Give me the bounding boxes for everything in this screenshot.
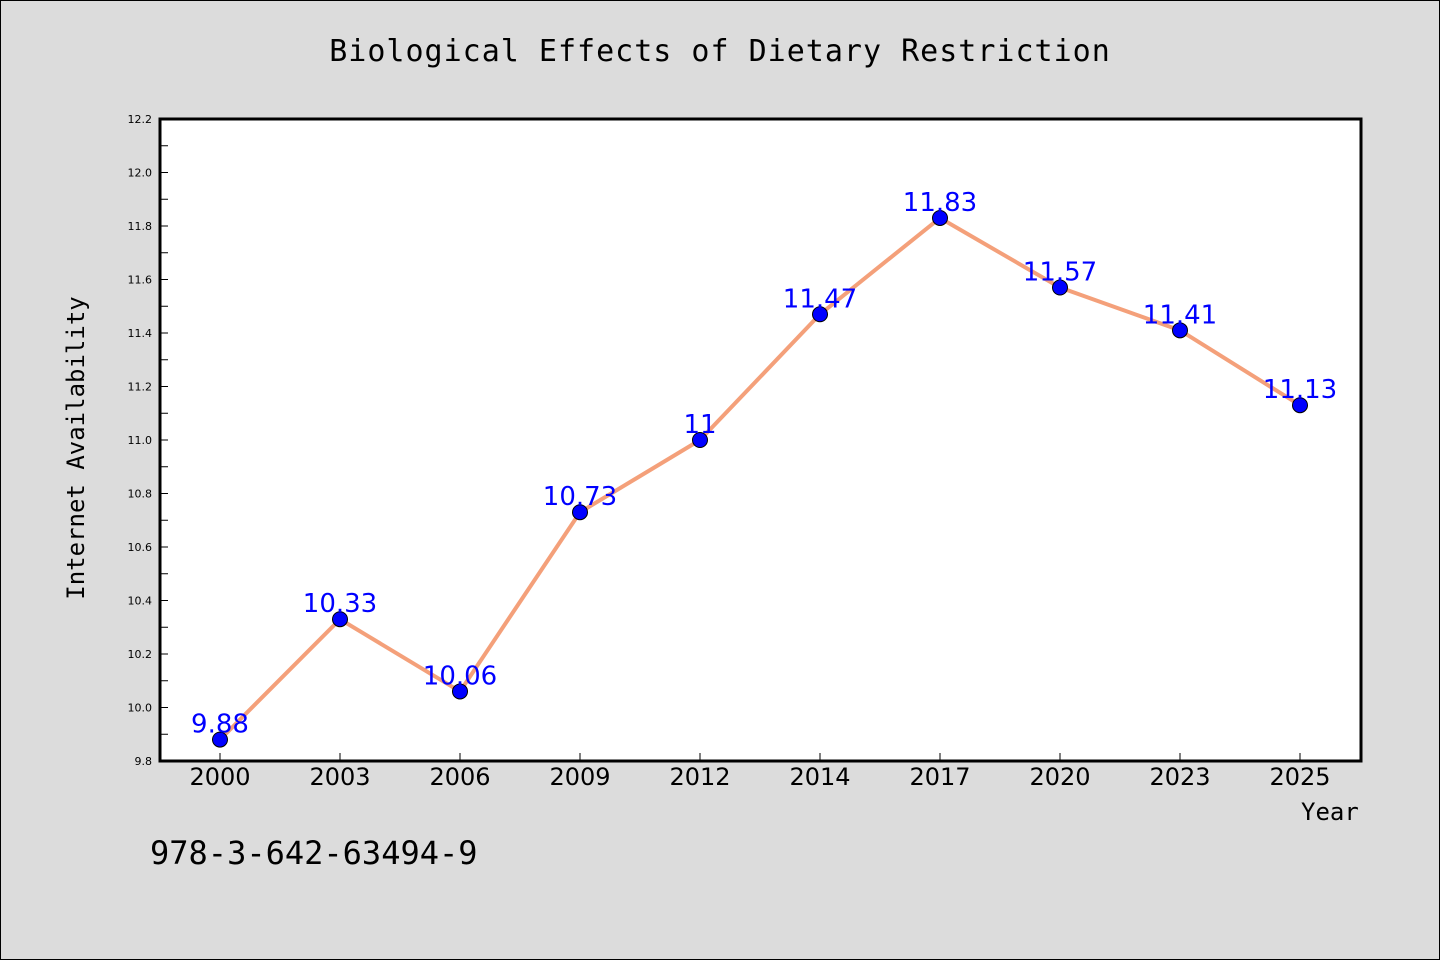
data-label: 9.88 (191, 710, 249, 740)
x-axis-label: Year (1301, 798, 1359, 826)
y-tick-label: 10.4 (128, 595, 153, 608)
x-tick-label: 2020 (1029, 763, 1090, 791)
x-tick-label: 2023 (1149, 763, 1210, 791)
data-label: 10.33 (303, 589, 377, 619)
data-label: 10.73 (543, 482, 617, 512)
data-label: 11.41 (1143, 300, 1217, 330)
y-tick-label: 10.8 (128, 488, 153, 501)
series-line (218, 215, 1302, 742)
data-label: 11.47 (783, 284, 857, 314)
data-point (932, 209, 948, 226)
data-point (692, 432, 708, 448)
data-point (212, 731, 228, 748)
y-tick-label: 11.4 (128, 327, 153, 340)
y-tick-label: 10.0 (128, 702, 153, 715)
data-point (572, 504, 588, 521)
data-point (1172, 322, 1188, 339)
data-point (452, 683, 468, 700)
data-label: 10.06 (423, 661, 497, 691)
y-tick-label: 12.0 (128, 167, 153, 180)
y-tick-label: 10.2 (128, 648, 153, 661)
data-label: 11.13 (1263, 375, 1337, 405)
x-tick-label: 2006 (429, 763, 490, 791)
data-point (812, 306, 828, 323)
x-tick-label: 2025 (1269, 763, 1330, 791)
y-tick-label: 11.6 (128, 274, 153, 287)
data-label: 11.57 (1023, 258, 1097, 288)
x-tick-label: 2014 (789, 763, 850, 791)
y-tick-label: 11.0 (128, 434, 153, 447)
x-tick-label: 2003 (309, 763, 370, 791)
x-tick-label: 2009 (549, 763, 610, 791)
y-tick-label: 11.8 (128, 220, 153, 233)
x-tick-label: 2000 (189, 763, 250, 791)
x-tick-label: 2012 (669, 763, 730, 791)
chart-title: Biological Effects of Dietary Restrictio… (329, 34, 1111, 69)
y-tick-label: 10.6 (128, 541, 153, 554)
data-point (1052, 279, 1068, 296)
plot-area (158, 117, 1363, 763)
data-label: 11 (683, 410, 716, 440)
data-point (332, 611, 348, 628)
isbn-footnote: 978-3-642-63494-9 (150, 834, 478, 872)
y-tick-label: 11.2 (128, 381, 153, 394)
data-label: 11.83 (903, 188, 977, 218)
x-tick-label: 2017 (909, 763, 970, 791)
y-tick-label: 9.8 (135, 755, 153, 768)
y-tick-label: 12.2 (128, 113, 153, 126)
data-point (1292, 397, 1308, 414)
